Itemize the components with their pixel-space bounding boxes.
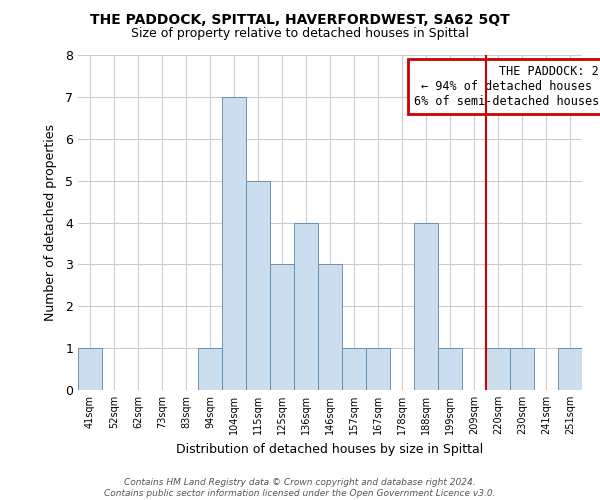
Text: Contains HM Land Registry data © Crown copyright and database right 2024.
Contai: Contains HM Land Registry data © Crown c… <box>104 478 496 498</box>
Bar <box>510 348 534 390</box>
Bar <box>414 222 438 390</box>
Bar <box>78 348 102 390</box>
Text: Size of property relative to detached houses in Spittal: Size of property relative to detached ho… <box>131 28 469 40</box>
Bar <box>486 348 510 390</box>
Bar <box>270 264 294 390</box>
Bar <box>438 348 462 390</box>
Y-axis label: Number of detached properties: Number of detached properties <box>44 124 57 321</box>
Text: THE PADDOCK, SPITTAL, HAVERFORDWEST, SA62 5QT: THE PADDOCK, SPITTAL, HAVERFORDWEST, SA6… <box>90 12 510 26</box>
X-axis label: Distribution of detached houses by size in Spittal: Distribution of detached houses by size … <box>176 442 484 456</box>
Bar <box>222 97 246 390</box>
Text: THE PADDOCK: 216sqm
← 94% of detached houses are smaller (32)
6% of semi-detache: THE PADDOCK: 216sqm ← 94% of detached ho… <box>413 65 600 108</box>
Bar <box>558 348 582 390</box>
Bar <box>198 348 222 390</box>
Bar <box>246 180 270 390</box>
Bar <box>366 348 390 390</box>
Bar <box>342 348 366 390</box>
Bar <box>294 222 318 390</box>
Bar <box>318 264 342 390</box>
